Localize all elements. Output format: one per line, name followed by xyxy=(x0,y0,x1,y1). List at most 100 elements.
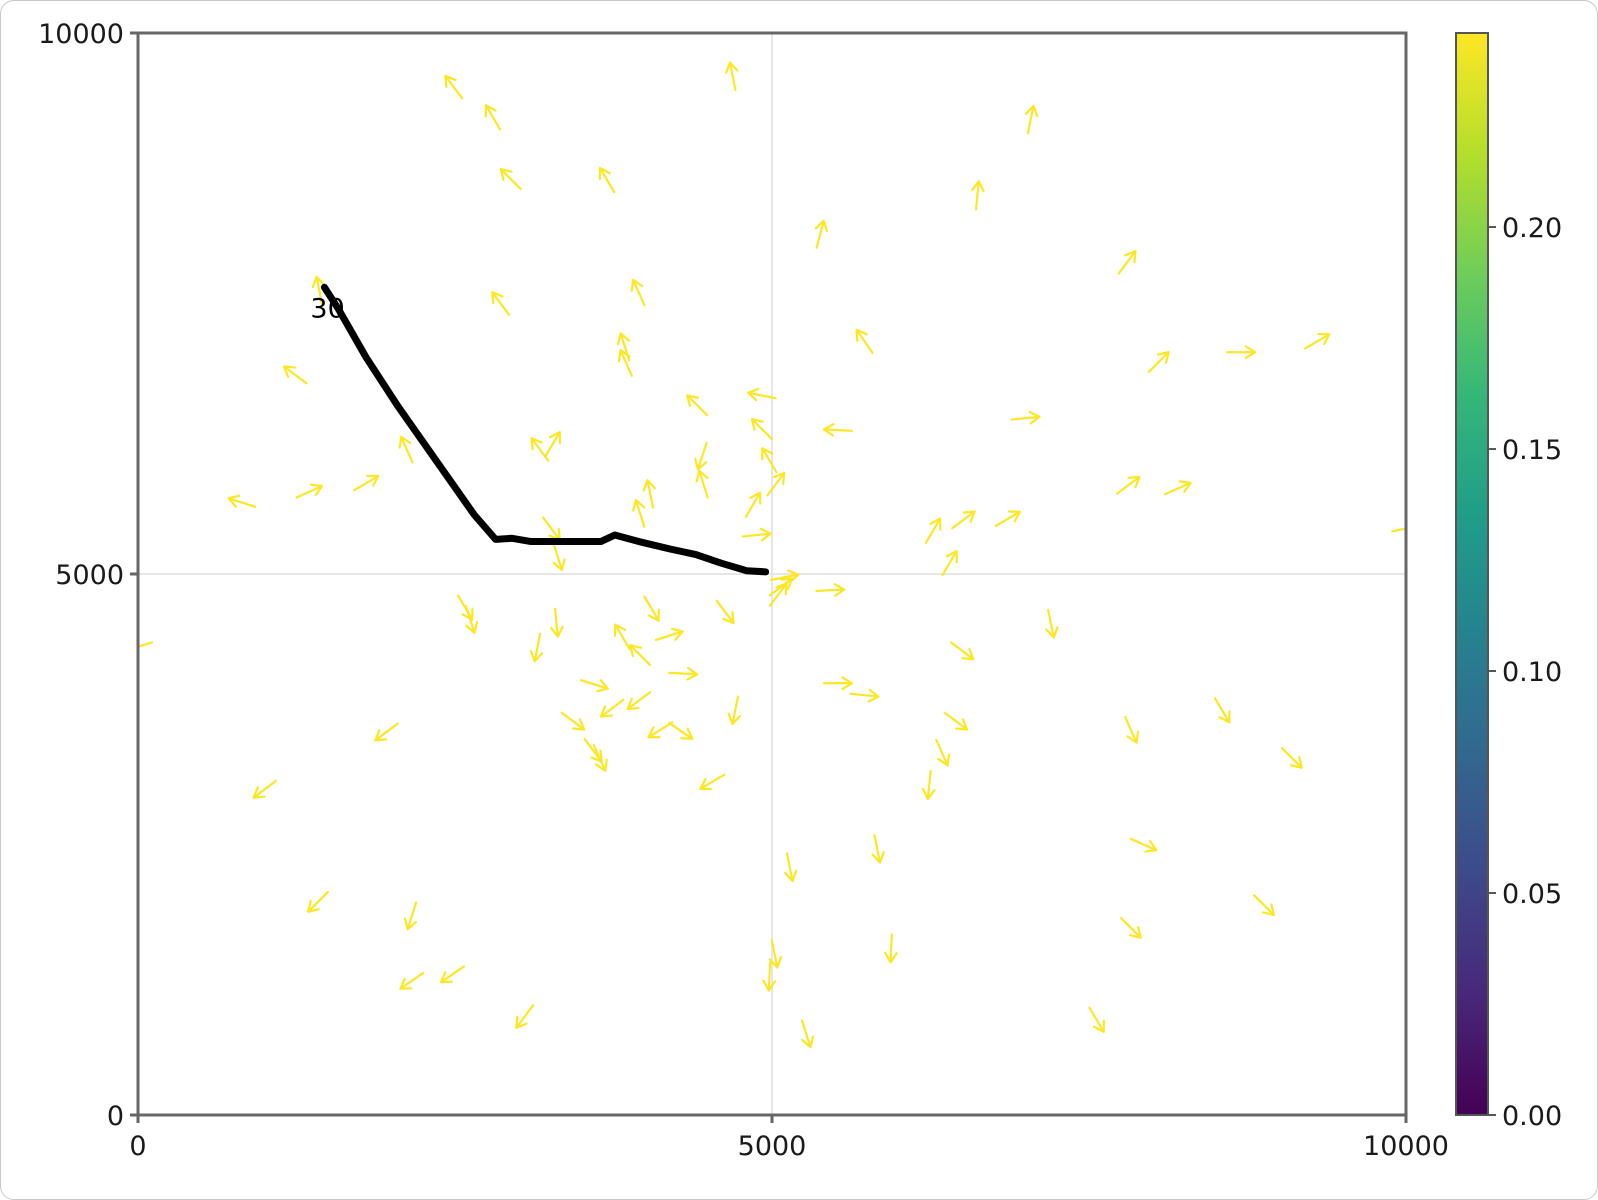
colorbar-ticks: 0.00 0.05 0.10 0.15 0.20 xyxy=(1488,213,1562,1132)
vector-arrow xyxy=(403,901,418,931)
vector-arrow xyxy=(629,644,652,667)
vector-arrow xyxy=(252,779,278,799)
vector-arrow xyxy=(550,607,564,638)
vector-arrow xyxy=(1088,1006,1106,1033)
vector-arrow xyxy=(768,938,783,969)
vector-arrow xyxy=(630,278,646,307)
y-tick-label: 5000 xyxy=(55,560,124,591)
vector-arrow xyxy=(695,469,709,499)
vector-arrow xyxy=(1024,104,1039,135)
vector-arrow xyxy=(1117,250,1137,275)
trajectory-line xyxy=(320,283,770,576)
vector-arrow xyxy=(768,577,794,597)
vector-arrow xyxy=(921,769,936,801)
vector-arrow xyxy=(951,510,976,530)
vector-arrow xyxy=(1213,697,1231,724)
vector-arrow xyxy=(668,721,694,740)
vector-arrow xyxy=(643,595,660,622)
vector-arrow xyxy=(668,666,699,681)
trajectory-layer: 30 xyxy=(310,283,770,576)
vector-arrow xyxy=(994,510,1022,528)
vector-arrow xyxy=(598,166,616,194)
colorbar-tick-label: 0.15 xyxy=(1502,435,1562,466)
vector-arrow xyxy=(1129,837,1158,853)
vector-arrow xyxy=(855,328,874,355)
vector-arrow xyxy=(647,721,674,739)
vector-arrow xyxy=(654,627,684,641)
vector-arrow xyxy=(626,691,652,711)
vector-arrow xyxy=(768,582,788,607)
x-tick-label: 5000 xyxy=(738,1131,807,1162)
vector-arrow xyxy=(747,387,777,402)
vector-arrow xyxy=(515,1004,535,1029)
x-tick-label: 0 xyxy=(129,1131,146,1162)
vector-arrow xyxy=(499,168,522,191)
vector-arrow xyxy=(1116,475,1141,495)
vector-arrow xyxy=(750,418,773,441)
y-axis: 0 5000 10000 xyxy=(38,19,138,1132)
vector-arrow xyxy=(1147,350,1170,373)
vector-arrow xyxy=(822,423,854,437)
vector-arrow xyxy=(444,74,464,100)
colorbar-gradient xyxy=(1455,32,1489,1116)
vector-arrow xyxy=(552,542,566,572)
vector-arrow xyxy=(822,676,854,691)
colorbar-tick-label: 0.20 xyxy=(1502,213,1562,244)
vector-arrow xyxy=(849,688,880,703)
vector-arrow xyxy=(599,698,625,718)
vector-arrow xyxy=(699,773,726,791)
vector-arrow xyxy=(307,890,330,913)
vector-arrow xyxy=(815,583,846,597)
vector-arrow xyxy=(398,435,414,464)
colorbar-tick-label: 0.00 xyxy=(1502,1101,1562,1132)
vector-arrow xyxy=(884,933,898,964)
vector-arrow xyxy=(761,447,778,474)
vector-arrow xyxy=(744,491,762,518)
vector-arrow xyxy=(1391,527,1406,533)
vector-field xyxy=(138,61,1406,1049)
y-tick-label: 0 xyxy=(107,1101,124,1132)
vector-arrow xyxy=(727,695,742,726)
vector-arrow xyxy=(1124,715,1140,744)
x-axis: 0 5000 10000 xyxy=(129,1115,1449,1162)
vector-arrow xyxy=(613,623,631,650)
vector-arrow xyxy=(800,1019,815,1049)
vector-arrow xyxy=(491,291,511,316)
vector-arrow xyxy=(1045,608,1059,639)
colorbar-tick-label: 0.10 xyxy=(1502,657,1562,688)
vector-arrow xyxy=(295,483,324,499)
vector-arrow xyxy=(374,722,399,742)
y-tick-label: 10000 xyxy=(38,19,124,50)
vector-arrow xyxy=(632,498,646,528)
vector-arrow xyxy=(1163,480,1192,496)
vector-arrow xyxy=(311,275,326,306)
vector-arrow xyxy=(1010,410,1041,425)
vector-arrow xyxy=(725,61,739,92)
vector-arrow xyxy=(439,965,466,984)
trajectory-start-label: 30 xyxy=(310,293,344,324)
vector-arrow xyxy=(353,474,380,492)
colorbar-tick-label: 0.05 xyxy=(1502,879,1562,910)
vector-arrow xyxy=(1226,345,1257,360)
x-tick-label: 10000 xyxy=(1363,1131,1449,1162)
vector-arrow xyxy=(871,834,885,864)
vector-arrow xyxy=(686,394,709,417)
vector-arrow xyxy=(592,744,608,772)
vector-arrow xyxy=(762,961,777,992)
vector-arrow xyxy=(227,494,257,508)
vector-arrow xyxy=(715,599,735,625)
vector-arrow xyxy=(560,711,586,731)
vector-arrow xyxy=(580,679,609,693)
vector-arrow xyxy=(943,711,969,731)
vector-arrow xyxy=(642,479,657,509)
vector-arrow xyxy=(484,104,502,131)
vector-arrow xyxy=(399,971,425,990)
vector-arrow xyxy=(924,517,942,544)
vector-arrow xyxy=(769,569,800,584)
vector-arrow xyxy=(617,349,633,377)
vector-arrow xyxy=(935,738,951,767)
vector-arrow xyxy=(1119,916,1142,939)
vector-arrow xyxy=(544,430,562,458)
vector-arrow xyxy=(529,632,544,663)
